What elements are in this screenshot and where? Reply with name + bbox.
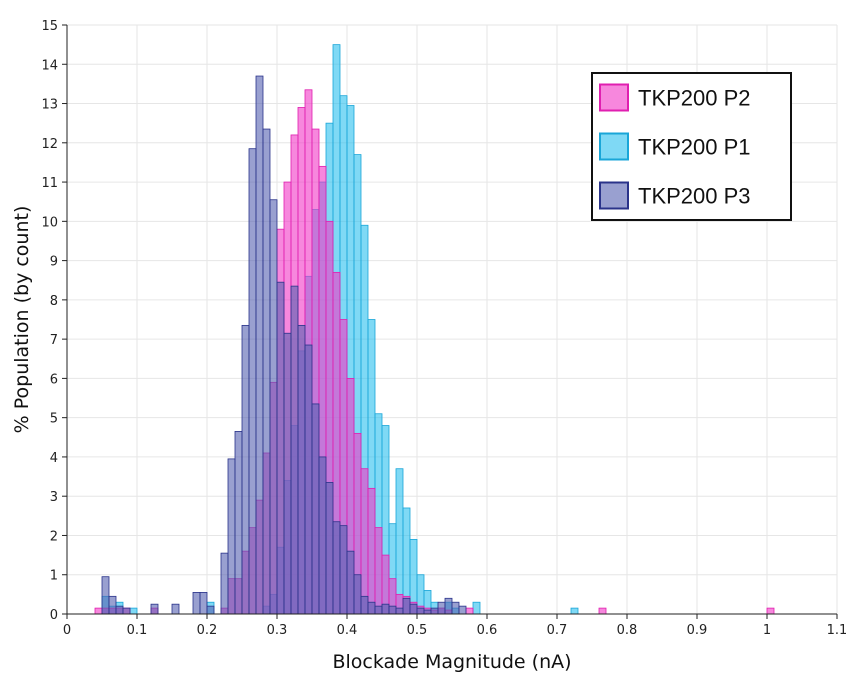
- bar: [325, 482, 334, 615]
- bar: [458, 605, 467, 615]
- bar: [430, 607, 439, 615]
- legend-label: TKP200 P1: [638, 135, 751, 160]
- x-tick-label: 0.7: [547, 623, 568, 638]
- legend-swatch: [599, 83, 629, 112]
- y-tick-label: 7: [50, 333, 58, 348]
- bar: [101, 576, 110, 615]
- bar: [234, 431, 243, 615]
- bar: [262, 128, 271, 615]
- bar: [304, 344, 313, 615]
- bar: [297, 324, 306, 615]
- x-axis-label: Blockade Magnitude (nA): [332, 651, 571, 673]
- bar: [465, 607, 474, 615]
- bar: [108, 595, 117, 615]
- bar: [269, 199, 278, 615]
- bar: [94, 607, 103, 615]
- bar: [199, 592, 208, 615]
- bar: [248, 148, 257, 615]
- bar: [318, 456, 327, 615]
- bar: [402, 597, 411, 615]
- y-tick-label: 2: [50, 529, 58, 544]
- y-tick-label: 9: [50, 255, 58, 270]
- x-tick-label: 0: [63, 623, 71, 638]
- bar: [332, 521, 341, 615]
- legend-label: TKP200 P3: [638, 184, 751, 209]
- y-tick-label: 15: [41, 19, 58, 34]
- y-tick-label: 6: [50, 372, 58, 387]
- bar: [423, 609, 432, 615]
- bar: [241, 324, 250, 615]
- y-tick-label: 1: [50, 569, 58, 584]
- x-tick-label: 0.4: [337, 623, 358, 638]
- bar: [171, 603, 180, 615]
- bar: [437, 601, 446, 615]
- bar: [374, 605, 383, 615]
- bar: [115, 605, 124, 615]
- x-tick-labels: 0 0.1 0.2 0.3 0.4 0.5 0.6 0.7 0.8 0.9 1 1.1: [63, 614, 846, 638]
- y-tick-label: 11: [41, 176, 58, 191]
- bar: [353, 574, 362, 615]
- bar: [598, 607, 607, 615]
- bar: [311, 403, 320, 615]
- bar: [360, 595, 369, 615]
- legend-label: TKP200 P2: [638, 86, 751, 111]
- bar: [129, 607, 138, 615]
- bar: [395, 468, 404, 615]
- x-tick-label: 0.1: [127, 623, 148, 638]
- bar: [472, 601, 481, 615]
- bar: [220, 552, 229, 615]
- bar: [339, 525, 348, 615]
- y-axis-label: % Population (by count): [11, 206, 33, 434]
- y-tick-label: 0: [50, 608, 58, 623]
- y-tick-label: 13: [41, 98, 58, 113]
- bar: [360, 468, 369, 615]
- bar: [388, 605, 397, 615]
- bar: [276, 281, 285, 615]
- bar: [227, 458, 236, 615]
- legend-swatch: [599, 132, 629, 161]
- x-tick-label: 0.8: [617, 623, 638, 638]
- x-tick-label: 1.1: [827, 623, 846, 638]
- bar: [374, 527, 383, 615]
- legend: TKP200 P2 TKP200 P1 TKP200 P3: [591, 72, 792, 221]
- bar: [192, 592, 201, 615]
- bar: [416, 607, 425, 615]
- bar: [346, 550, 355, 615]
- bar: [283, 332, 292, 615]
- bar: [255, 75, 264, 615]
- bar: [290, 285, 299, 615]
- bar: [381, 603, 390, 615]
- y-tick-label: 10: [41, 215, 58, 230]
- axes: [66, 25, 837, 615]
- x-tick-label: 0.3: [267, 623, 288, 638]
- x-tick-label: 0.5: [407, 623, 428, 638]
- bar: [766, 607, 775, 615]
- bar: [122, 607, 131, 615]
- y-tick-label: 8: [50, 294, 58, 309]
- x-tick-label: 0.2: [197, 623, 218, 638]
- bar: [409, 603, 418, 615]
- bar: [451, 601, 460, 615]
- x-tick-label: 0.6: [477, 623, 498, 638]
- y-tick-label: 12: [41, 137, 58, 152]
- y-tick-label: 14: [41, 58, 58, 73]
- bar: [150, 603, 159, 615]
- bar: [570, 607, 579, 615]
- x-tick-label: 0.9: [687, 623, 708, 638]
- bar: [367, 601, 376, 615]
- bar: [395, 607, 404, 615]
- x-tick-label: 1: [763, 623, 771, 638]
- y-tick-label: 5: [50, 412, 58, 427]
- bar: [367, 487, 376, 615]
- y-tick-label: 4: [50, 451, 58, 466]
- y-tick-label: 3: [50, 490, 58, 505]
- bar: [444, 597, 453, 615]
- legend-swatch: [599, 181, 629, 210]
- bar: [206, 605, 215, 615]
